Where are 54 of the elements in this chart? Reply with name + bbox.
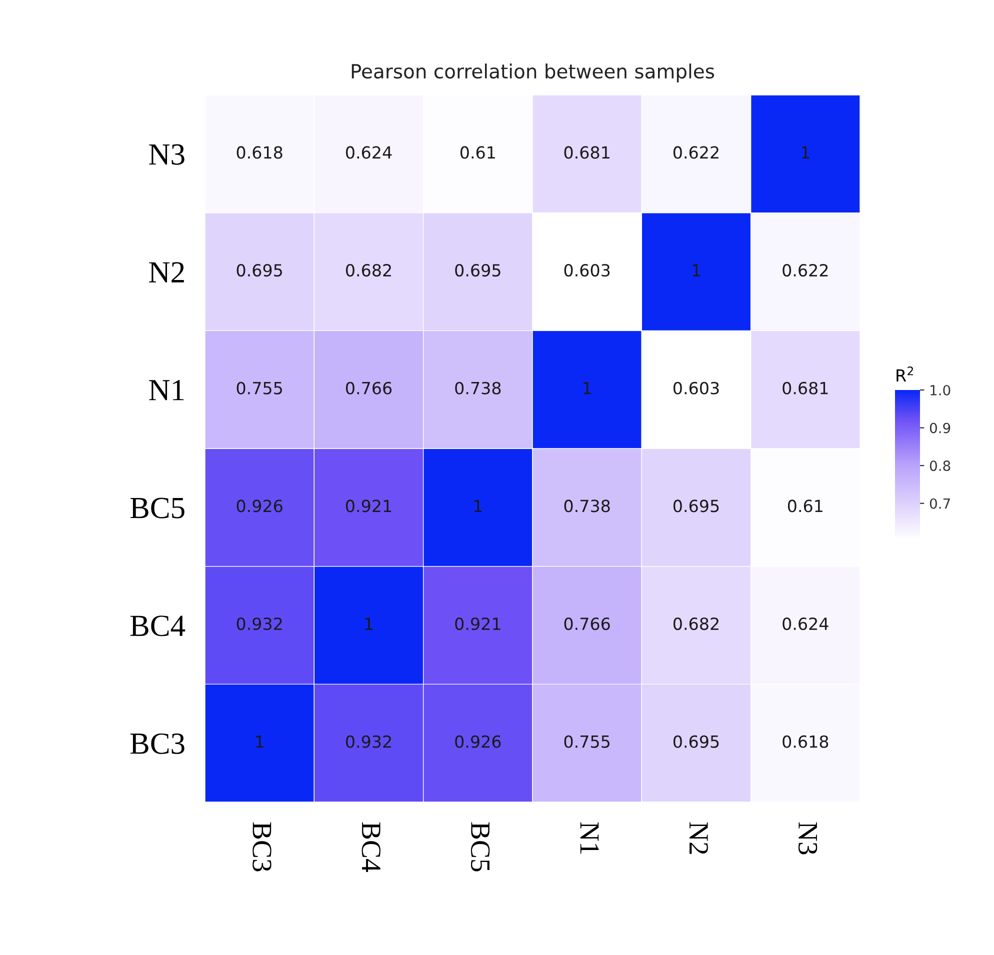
chart-title: Pearson correlation between samples [352, 64, 714, 82]
data-label: 0.603 [673, 382, 719, 394]
data-label: 0.681 [564, 146, 610, 159]
data-label: 0.738 [564, 500, 610, 512]
data-label: 0.603 [564, 264, 610, 277]
color-bar-label: 1.0 [930, 384, 950, 396]
data-label: 0.755 [564, 735, 610, 748]
x-tick-label: N3 [798, 822, 818, 854]
data-label: 0.618 [236, 146, 282, 159]
color-bar-title: R$^{2}$ [896, 366, 913, 382]
y-tick-label: N2 [149, 262, 184, 282]
data-label: 0.926 [455, 735, 501, 748]
data-label: 1 [256, 736, 264, 748]
data-label: 0.682 [346, 264, 391, 277]
data-label: 0.61 [460, 146, 495, 159]
data-label: 0.695 [236, 264, 282, 277]
data-label: 0.766 [346, 382, 392, 394]
data-label: 0.681 [782, 382, 828, 394]
y-tick-label: BC4 [130, 616, 186, 636]
data-label: 0.921 [455, 617, 500, 630]
y-tick-label: N3 [149, 144, 184, 165]
data-label: 1 [474, 500, 482, 512]
data-label: 1 [692, 264, 700, 276]
data-label: 0.932 [346, 735, 391, 748]
data-label: 0.624 [346, 146, 392, 159]
x-tick-label: BC4 [362, 822, 380, 872]
data-label: 0.618 [782, 735, 828, 748]
x-tick-label: BC5 [470, 822, 490, 872]
y-tick-label: N1 [149, 380, 184, 400]
data-label: 0.61 [788, 500, 822, 512]
data-label: 1 [584, 382, 591, 394]
data-label: 0.622 [673, 146, 718, 159]
color-bar-label: 0.9 [930, 422, 950, 434]
color-bar-label: 0.8 [930, 460, 950, 472]
data-label: 1 [802, 146, 810, 159]
data-label: 0.695 [673, 735, 719, 748]
data-label: 0.932 [236, 617, 282, 630]
data-label: 1 [365, 618, 373, 630]
data-label: 0.926 [236, 500, 282, 512]
data-label: 0.682 [673, 617, 718, 630]
x-tick-label: N1 [580, 822, 599, 854]
data-label: 0.624 [782, 617, 828, 630]
data-label: 0.755 [236, 382, 282, 394]
data-label: 0.738 [455, 382, 501, 394]
x-tick-label: BC3 [252, 822, 272, 872]
data-label: 0.695 [455, 264, 500, 277]
data-label: 0.766 [564, 617, 610, 630]
data-label: 0.695 [673, 500, 719, 512]
y-tick-label: BC3 [130, 733, 184, 754]
y-tick-label: BC5 [130, 498, 184, 518]
data-label: 0.622 [782, 264, 828, 277]
color-bar-label: 0.7 [930, 498, 950, 509]
x-tick-label: N2 [690, 822, 708, 854]
data-label: 0.921 [346, 500, 392, 512]
